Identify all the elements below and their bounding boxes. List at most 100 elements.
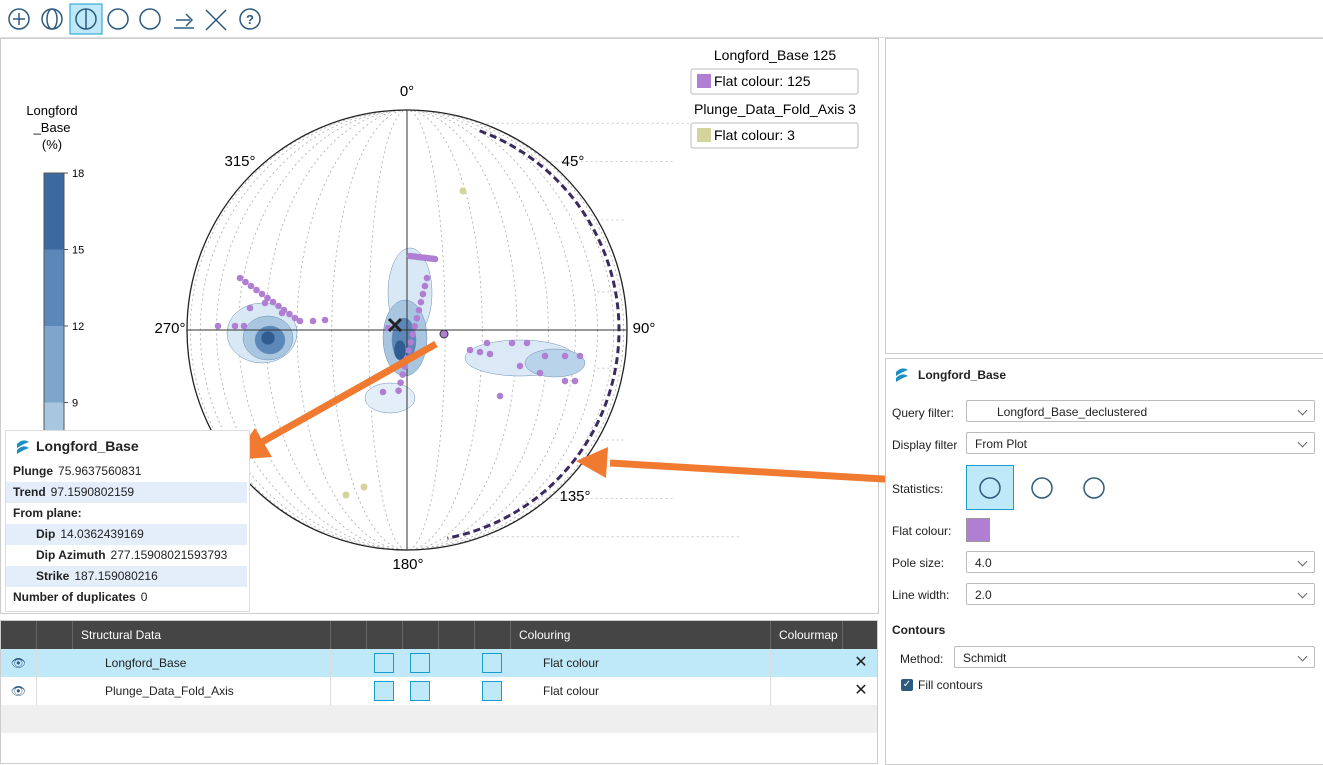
pole bbox=[395, 387, 402, 394]
query-filter-dropdown[interactable]: Longford_Base_declustered bbox=[966, 400, 1315, 422]
contour bbox=[525, 349, 585, 377]
pole bbox=[380, 389, 387, 396]
info-title: Longford_Base bbox=[14, 438, 139, 454]
pole bbox=[572, 378, 579, 385]
column-header[interactable]: Structural Data bbox=[73, 621, 331, 649]
statistics-buttons bbox=[966, 465, 1106, 511]
toggle-icon[interactable] bbox=[374, 681, 394, 701]
info-value: 0 bbox=[141, 590, 148, 604]
pole bbox=[562, 378, 569, 385]
pole bbox=[577, 353, 584, 360]
pole bbox=[310, 318, 317, 325]
dir-label: 135° bbox=[559, 488, 590, 505]
info-row: Plunge75.9637560831 bbox=[6, 461, 247, 482]
method-dropdown[interactable]: Schmidt bbox=[954, 646, 1315, 668]
pole bbox=[403, 355, 410, 362]
display-filter-dropdown[interactable]: From Plot bbox=[966, 432, 1315, 454]
table-row[interactable]: 👁Plunge_Data_Fold_AxisFlat colour✕ bbox=[1, 677, 878, 705]
tool-stats[interactable] bbox=[140, 9, 160, 29]
tool-export[interactable] bbox=[174, 14, 194, 28]
table-row[interactable]: 👁Longford_BaseFlat colour✕ bbox=[1, 649, 878, 677]
info-value: 187.159080216 bbox=[74, 569, 157, 583]
pole bbox=[405, 347, 412, 354]
pole bbox=[242, 279, 249, 286]
pole bbox=[537, 370, 544, 377]
toggle-icon[interactable] bbox=[482, 653, 502, 673]
pole bbox=[237, 275, 244, 282]
icon bbox=[893, 366, 911, 384]
pole bbox=[248, 283, 255, 290]
pole bbox=[542, 353, 549, 360]
pole bbox=[343, 492, 350, 499]
pole bbox=[477, 349, 484, 356]
pole bbox=[215, 323, 222, 330]
pole bbox=[401, 363, 408, 370]
info-value: 277.15908021593793 bbox=[111, 548, 228, 562]
dropdown-value: Schmidt bbox=[963, 651, 1006, 665]
toggle-icon[interactable] bbox=[482, 681, 502, 701]
pole bbox=[432, 256, 439, 263]
colouring-cell: Flat colour bbox=[511, 677, 771, 705]
checkbox[interactable]: ✓ bbox=[901, 679, 913, 691]
colourbar-title: (%) bbox=[42, 137, 62, 152]
column-header[interactable]: Colouring bbox=[511, 621, 771, 649]
stat-button[interactable] bbox=[1084, 478, 1104, 498]
pole bbox=[467, 347, 474, 354]
info-row: Dip14.0362439169 bbox=[6, 524, 247, 545]
selected-pole bbox=[440, 330, 448, 338]
pole bbox=[322, 317, 329, 324]
tool-poles[interactable] bbox=[108, 9, 128, 29]
pole bbox=[275, 303, 282, 310]
pole bbox=[253, 287, 260, 294]
colour-swatch[interactable] bbox=[966, 518, 990, 542]
pole bbox=[279, 310, 286, 317]
tool-globe[interactable] bbox=[42, 9, 62, 29]
pole bbox=[241, 323, 248, 330]
remove-button: ✕ bbox=[843, 649, 878, 677]
pole bbox=[517, 363, 524, 370]
toggle-icon[interactable] bbox=[374, 653, 394, 673]
info-row: From plane: bbox=[6, 503, 247, 524]
pole bbox=[262, 300, 269, 307]
info-row: Dip Azimuth277.15908021593793 bbox=[6, 545, 247, 566]
colourbar-band bbox=[44, 250, 64, 327]
line-width-spinbox[interactable]: 2.0 bbox=[966, 583, 1315, 605]
field-label: Line width: bbox=[892, 588, 949, 602]
svg-text:?: ? bbox=[246, 12, 254, 27]
colourbar-band bbox=[44, 173, 64, 250]
pole bbox=[297, 318, 304, 325]
properties-title: Longford_Base bbox=[918, 368, 1006, 382]
pole bbox=[270, 299, 277, 306]
pole bbox=[247, 305, 254, 312]
contour bbox=[261, 331, 275, 345]
info-label: Strike bbox=[36, 569, 69, 583]
pole-size-spinbox[interactable]: 4.0 bbox=[966, 551, 1315, 573]
info-value: 75.9637560831 bbox=[58, 464, 141, 478]
colourbar-tick-label: 15 bbox=[72, 245, 84, 257]
icon bbox=[14, 438, 32, 456]
spin-value: 4.0 bbox=[975, 556, 992, 570]
legend-title: Plunge_Data_Fold_Axis 3 bbox=[694, 101, 856, 117]
pole bbox=[407, 339, 414, 346]
net bbox=[187, 38, 739, 550]
dir-label: 315° bbox=[224, 153, 255, 170]
toggle-icon[interactable] bbox=[410, 681, 430, 701]
colouring-cell: Flat colour bbox=[511, 649, 771, 677]
pole bbox=[412, 323, 419, 330]
section-title: Contours bbox=[892, 623, 945, 637]
pole bbox=[422, 283, 429, 290]
pole bbox=[420, 291, 427, 298]
column-header[interactable]: Colourmap bbox=[771, 621, 843, 649]
pole bbox=[487, 351, 494, 358]
legend-title: Longford_Base 125 bbox=[714, 47, 836, 63]
toggle-icon[interactable] bbox=[410, 653, 430, 673]
colourbar-tick-label: 18 bbox=[72, 168, 84, 180]
dropdown-value: Longford_Base_declustered bbox=[997, 405, 1147, 419]
tool-settings[interactable] bbox=[206, 10, 226, 30]
stat-button[interactable] bbox=[1032, 478, 1052, 498]
name-cell: Plunge_Data_Fold_Axis bbox=[73, 677, 331, 705]
stat-button[interactable] bbox=[967, 466, 1014, 510]
pole bbox=[416, 307, 423, 314]
info-value: 14.0362439169 bbox=[60, 527, 143, 541]
